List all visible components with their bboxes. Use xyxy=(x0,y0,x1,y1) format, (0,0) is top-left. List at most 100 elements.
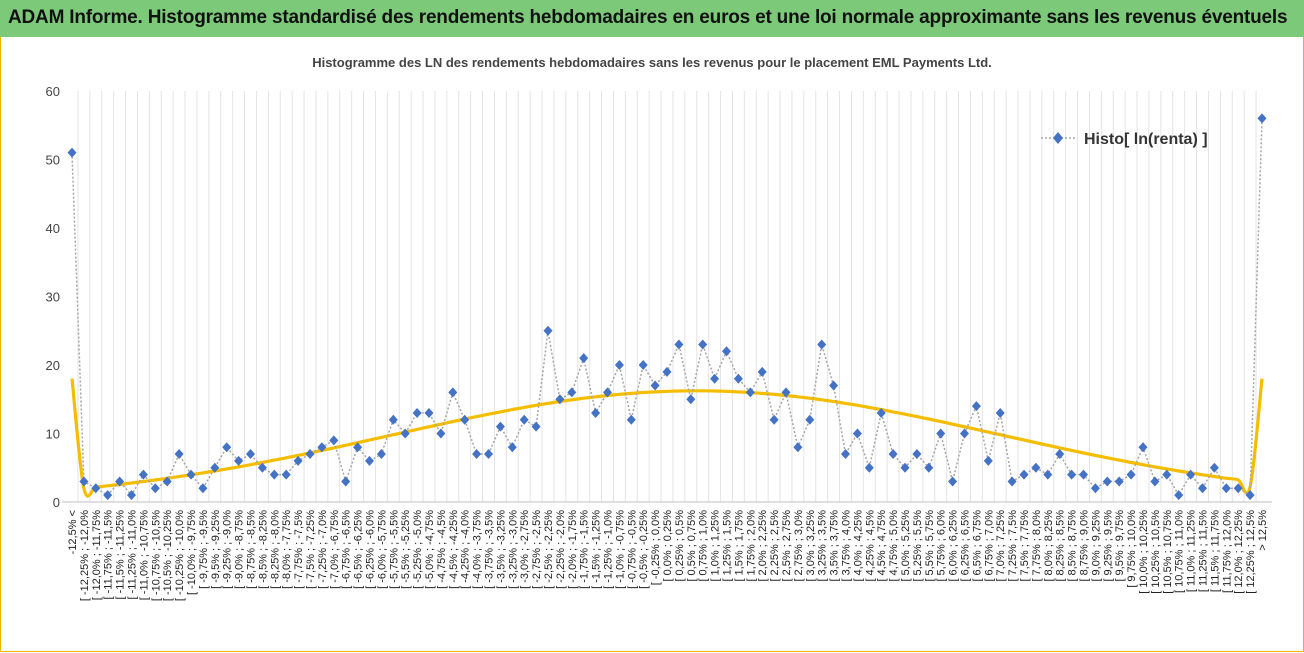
histogram-point xyxy=(412,407,422,418)
histogram-point xyxy=(995,407,1005,418)
x-tick-label: [ 1,75% ; 2,0% xyxy=(745,510,757,582)
x-tick-label: [ 4,75% ; 5,0% xyxy=(888,510,900,582)
histogram-point xyxy=(1257,113,1267,124)
normal-curve-line xyxy=(70,378,1264,498)
y-tick-label: 0 xyxy=(53,495,60,510)
x-tick-label: [ -5,5% ; -5,25% xyxy=(400,510,412,589)
x-tick-label: [ 0,25% ; 0,5% xyxy=(674,510,686,582)
histogram-point xyxy=(281,469,291,480)
histogram-point xyxy=(91,483,101,494)
histogram-point xyxy=(484,449,493,460)
histogram-point xyxy=(638,360,648,370)
histogram-point xyxy=(246,449,255,460)
x-tick-label: [ -6,0% ; -5,75% xyxy=(376,510,388,589)
histogram-point xyxy=(400,428,410,439)
histogram-point xyxy=(983,455,993,466)
x-tick-label: [ -1,0% ; -0,75% xyxy=(614,510,626,589)
x-tick-label: [ 4,5% ; 4,75% xyxy=(876,510,888,582)
histogram-connector-line xyxy=(71,118,1263,497)
histogram-point xyxy=(1150,476,1160,487)
histogram-point xyxy=(1186,469,1196,480)
x-tick-label: [ -7,0% ; -6,75% xyxy=(329,510,341,589)
histogram-point xyxy=(960,428,969,439)
x-tick-label: [ 3,0% ; 3,25% xyxy=(805,510,817,582)
histogram-point xyxy=(138,469,148,480)
histogram-point xyxy=(852,428,862,439)
histogram-point xyxy=(507,442,517,453)
x-tick-label: [ -8,5% ; -8,25% xyxy=(257,510,269,589)
y-tick-label: 40 xyxy=(46,221,60,236)
histogram-series xyxy=(67,113,1267,501)
x-tick-label: [ -3,75% ; -3,5% xyxy=(484,510,496,589)
histogram-point xyxy=(67,147,77,158)
x-tick-label: [ 0,75% ; 1,0% xyxy=(698,510,710,582)
histogram-point xyxy=(757,366,767,377)
histogram-point xyxy=(365,455,374,466)
histogram-point xyxy=(805,414,815,425)
histogram-point xyxy=(912,449,922,460)
histogram-point xyxy=(495,421,505,432)
x-tick-label: [ -11,0% ; -10,75% xyxy=(138,510,150,601)
histogram-point xyxy=(1174,490,1184,501)
histogram-point xyxy=(567,387,577,398)
x-tick-label: [ 7,5% ; 7,75% xyxy=(1019,510,1031,582)
histogram-point xyxy=(341,476,351,487)
histogram-point xyxy=(222,442,232,453)
x-tick-label: [ -7,5% ; -7,25% xyxy=(305,510,317,589)
x-tick-label: [ 7,75% ; 8,0% xyxy=(1031,510,1043,582)
histogram-point xyxy=(1198,483,1207,494)
histogram-point xyxy=(1209,462,1219,473)
x-tick-label: [ 2,75% ; 3,0% xyxy=(793,510,805,582)
histogram-point xyxy=(829,380,839,391)
x-tick-label: [ -3,25% ; -3,0% xyxy=(507,510,519,589)
histogram-point xyxy=(543,325,553,336)
x-tick-label: [ 5,5% ; 5,75% xyxy=(924,510,936,582)
x-tick-label: [ -4,5% ; -4,25% xyxy=(448,510,460,589)
x-tick-label: [ 11,25% ; 11,5% xyxy=(1198,510,1210,592)
histogram-point xyxy=(1102,476,1112,487)
x-tick-label: [ 2,0% ; 2,25% xyxy=(757,510,769,582)
histogram-point xyxy=(626,414,636,425)
histogram-point xyxy=(79,476,89,487)
histogram-point xyxy=(472,449,482,460)
y-tick-label: 50 xyxy=(46,153,60,168)
histogram-point xyxy=(424,407,434,418)
x-tick-label: [ -2,5% ; -2,25% xyxy=(543,510,555,589)
histogram-point xyxy=(781,387,791,398)
x-tick-label: [ -10,5% ; -10,25% xyxy=(162,510,174,601)
x-tick-label: [ 9,75% ; 10,0% xyxy=(1126,510,1138,588)
histogram-point xyxy=(1114,476,1124,487)
x-tick-label: [ 6,75% ; 7,0% xyxy=(983,510,995,582)
x-tick-label: [ -2,75% ; -2,5% xyxy=(531,510,543,589)
histogram-point xyxy=(1055,449,1065,460)
histogram-point xyxy=(710,373,720,384)
x-tick-label: [ 10,0% ; 10,25% xyxy=(1138,510,1150,594)
y-tick-label: 20 xyxy=(46,358,60,373)
x-tick-label: [ -5,25% ; -5,0% xyxy=(412,510,424,589)
x-tick-label: [ -4,75% ; -4,5% xyxy=(436,510,448,589)
x-tick-label: > 12,5% xyxy=(1257,510,1269,551)
histogram-point xyxy=(1233,483,1243,494)
x-tick-label: [ 9,25% ; 9,5% xyxy=(1102,510,1114,582)
histogram-point xyxy=(603,387,612,398)
histogram-point xyxy=(162,476,172,487)
x-tick-label: [ -1,75% ; -1,5% xyxy=(579,510,591,589)
y-axis: 0 10 20 30 40 50 60 xyxy=(46,84,60,510)
histogram-point xyxy=(198,483,208,494)
histogram-point xyxy=(579,353,589,364)
histogram-point xyxy=(1079,469,1088,480)
x-tick-label: [ 4,25% ; 4,5% xyxy=(864,510,876,582)
x-tick-label: [ 6,5% ; 6,75% xyxy=(971,510,983,582)
x-tick-label: [ -5,75% ; -5,5% xyxy=(388,510,400,589)
x-tick-label: [ 3,5% ; 3,75% xyxy=(829,510,841,582)
histogram-point xyxy=(722,346,731,357)
histogram-point xyxy=(1090,483,1100,494)
x-tick-label: [ -7,25% ; -7,0% xyxy=(317,510,329,589)
histogram-point xyxy=(436,428,446,439)
banner-title: ADAM Informe. Histogramme standardisé de… xyxy=(8,7,1288,28)
x-tick-label: [ 10,25% ; 10,5% xyxy=(1150,510,1162,594)
histogram-point xyxy=(650,380,660,391)
histogram-point xyxy=(388,414,398,425)
x-tick-label: [ 11,75% ; 12,0% xyxy=(1221,510,1233,593)
x-tick-label: [ -9,5% ; -9,25% xyxy=(210,510,222,589)
